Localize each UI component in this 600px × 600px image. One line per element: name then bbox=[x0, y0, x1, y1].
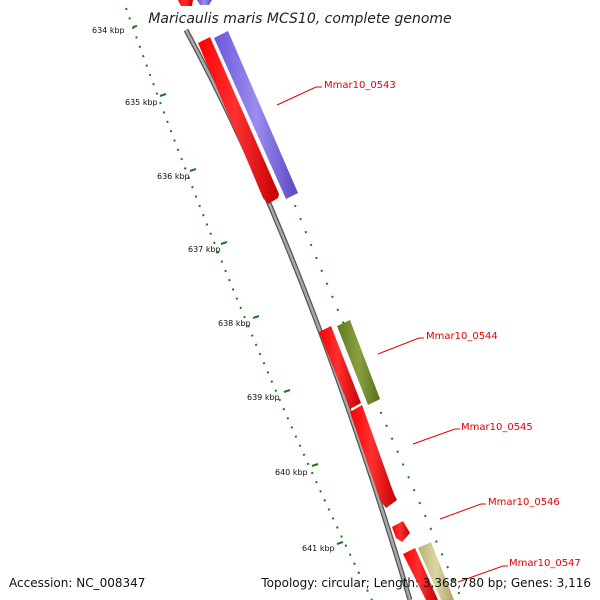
gene-leader-lines bbox=[276, 86, 508, 583]
gene-mmar10-0547 bbox=[403, 548, 438, 600]
backbone bbox=[184, 29, 412, 600]
scale-label-638: 638 kbp bbox=[218, 319, 251, 328]
scale-label-640: 640 kbp bbox=[275, 468, 308, 477]
gene-mmar10-0546 bbox=[392, 521, 410, 542]
scale-label-641: 641 kbp bbox=[302, 544, 335, 553]
cog-mmar10-0544 bbox=[337, 320, 380, 405]
gene-mmar10-0543 bbox=[198, 37, 279, 204]
gene-label-0544[interactable]: Mmar10_0544 bbox=[426, 331, 498, 342]
cog-mmar10-0547 bbox=[418, 542, 454, 600]
backbone-shadow bbox=[183, 28, 413, 600]
scale-label-637: 637 kbp bbox=[188, 245, 221, 254]
gene-label-0546[interactable]: Mmar10_0546 bbox=[488, 497, 560, 508]
scale-label-639: 639 kbp bbox=[247, 393, 280, 402]
gene-label-0547[interactable]: Mmar10_0547 bbox=[509, 558, 581, 569]
scale-ring-dots bbox=[125, 7, 373, 600]
genome-title: Maricaulis maris MCS10, complete genome bbox=[148, 11, 451, 27]
gene-label-0545[interactable]: Mmar10_0545 bbox=[461, 422, 533, 433]
gene-top-purple-partial bbox=[197, 0, 212, 5]
scale-label-634: 634 kbp bbox=[92, 26, 125, 35]
scale-label-635: 635 kbp bbox=[125, 98, 158, 107]
cog-mmar10-0543 bbox=[214, 31, 298, 199]
outer-tick-ring bbox=[227, 35, 463, 600]
gene-mmar10-0544 bbox=[319, 326, 361, 409]
major-ticks bbox=[132, 25, 344, 545]
gene-top-red-partial bbox=[178, 0, 193, 6]
accession-label: Accession: NC_008347 bbox=[9, 576, 145, 590]
scale-label-636: 636 kbp bbox=[157, 172, 190, 181]
gene-mmar10-0545 bbox=[350, 405, 397, 508]
genome-summary: Topology: circular; Length: 3,368,780 bp… bbox=[260, 576, 591, 590]
gene-label-0543[interactable]: Mmar10_0543 bbox=[324, 80, 396, 91]
